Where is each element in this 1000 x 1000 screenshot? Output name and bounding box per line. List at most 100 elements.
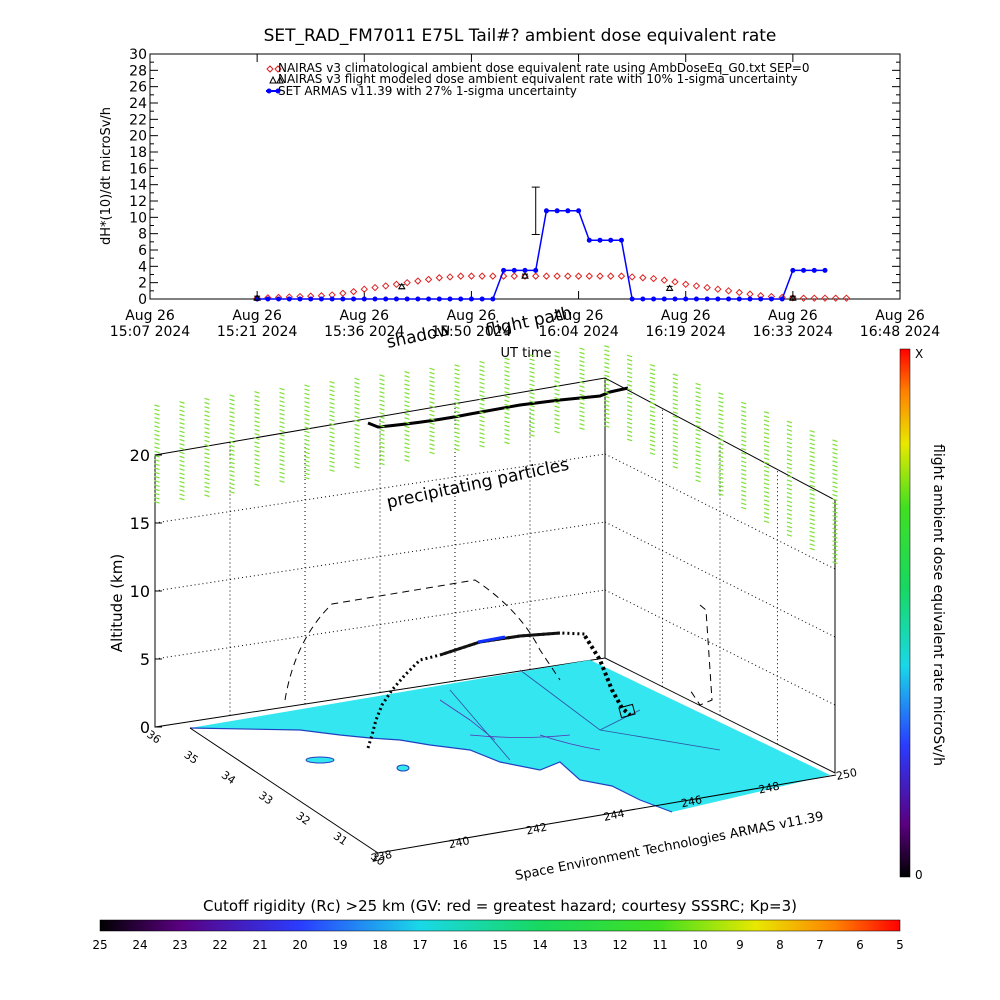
armas-point xyxy=(768,296,774,302)
x-tick-label: Aug 26 xyxy=(232,308,282,324)
climatological-point xyxy=(692,282,701,290)
map-contour xyxy=(439,699,601,751)
latitude-tick-label: 32 xyxy=(294,809,313,828)
rc-tick-label: 17 xyxy=(412,938,427,952)
latitude-axis-line xyxy=(189,727,379,854)
particle-column xyxy=(354,377,360,469)
particle-column xyxy=(672,373,678,469)
rc-tick-label: 7 xyxy=(816,938,824,952)
legend-armas-marker xyxy=(266,88,272,94)
armas-point xyxy=(704,296,710,302)
armas-point xyxy=(383,296,389,302)
legend-climatological-label: NAIRAS v3 climatological ambient dose eq… xyxy=(278,61,810,75)
armas-point xyxy=(404,296,410,302)
climatological-point xyxy=(339,289,347,297)
x-tick-label: 16:19 2024 xyxy=(645,324,726,340)
armas-point xyxy=(779,296,785,302)
armas-point xyxy=(286,296,292,302)
climatological-point xyxy=(628,273,636,281)
y-tick-label: 28 xyxy=(129,63,147,79)
climatological-point xyxy=(489,272,497,280)
armas-point xyxy=(533,267,539,273)
climatological-point xyxy=(617,272,626,280)
armas-point xyxy=(511,267,517,273)
rc-tick-label: 25 xyxy=(92,938,107,952)
x-tick-label: 15:07 2024 xyxy=(110,324,191,340)
x-tick-label: Aug 26 xyxy=(661,308,711,324)
armas-point xyxy=(693,296,699,302)
climatological-point xyxy=(446,273,454,281)
rc-tick-label: 5 xyxy=(896,938,904,952)
legend-climatological-marker xyxy=(266,65,282,73)
series-layer xyxy=(253,186,851,302)
armas-point xyxy=(790,267,796,273)
climatological-point xyxy=(382,282,390,290)
particle-column xyxy=(329,380,335,472)
armas-point xyxy=(715,296,721,302)
y-axis-label: dH*(10)/dt microSv/h xyxy=(99,107,114,245)
altitude-ticks: 0 5 10 15 20 xyxy=(130,446,162,737)
dose-colorbar-top-label: X xyxy=(915,347,923,361)
longitude-axis-line xyxy=(377,774,837,854)
x-tick-label: 16:04 2024 xyxy=(538,324,619,340)
y-tick-label: 4 xyxy=(138,259,147,275)
armas-point xyxy=(554,208,560,214)
climatological-point xyxy=(703,283,711,292)
credit-label: Space Environment Technologies ARMAS v11… xyxy=(514,809,825,884)
y-tick-label: 22 xyxy=(129,112,147,128)
armas-point xyxy=(597,237,603,243)
y-tick-label: 14 xyxy=(129,178,147,194)
legend: NAIRAS v3 climatological ambient dose eq… xyxy=(266,61,810,98)
armas-point xyxy=(683,296,689,302)
armas-point xyxy=(672,296,678,302)
climatological-point xyxy=(564,272,572,280)
climatological-point xyxy=(510,272,518,280)
particle-column xyxy=(832,439,838,564)
climatological-point xyxy=(714,285,722,293)
particle-column xyxy=(554,350,560,434)
x-tick-label: 16:33 2024 xyxy=(753,324,834,340)
x-tick-label: Aug 26 xyxy=(339,308,389,324)
dose-colorbar xyxy=(899,348,911,878)
longitude-tick-label: 250 xyxy=(835,766,858,783)
latitude-tick-label: 33 xyxy=(256,789,275,808)
climatological-point xyxy=(810,294,818,302)
y-tick-label: 26 xyxy=(129,80,147,96)
rc-tick-label: 13 xyxy=(572,938,587,952)
armas-point xyxy=(447,296,453,302)
armas-point xyxy=(297,296,303,302)
particle-column xyxy=(404,370,410,462)
climatological-point xyxy=(821,294,829,302)
climatological-point xyxy=(585,272,593,280)
climatological-point xyxy=(371,283,379,292)
flight-path-high-dose xyxy=(477,635,506,644)
climatological-point xyxy=(842,294,851,302)
armas-point xyxy=(811,267,817,273)
climatological-point xyxy=(799,294,808,302)
particle-column xyxy=(204,397,210,498)
armas-point xyxy=(501,267,507,273)
particle-column xyxy=(504,357,510,445)
legend-armas-marker xyxy=(275,88,281,94)
x-tick-label: 15:21 2024 xyxy=(217,324,298,340)
x-tick-label: 16:48 2024 xyxy=(860,324,941,340)
climatological-point xyxy=(832,294,840,302)
flight-shadow xyxy=(284,579,713,706)
altitude-tick-label: 10 xyxy=(130,582,150,601)
rc-tick-label: 19 xyxy=(332,938,347,952)
x-axis-label: UT time xyxy=(501,346,552,361)
climatological-point xyxy=(607,272,615,280)
armas-point xyxy=(651,296,657,302)
altitude-tick-label: 20 xyxy=(130,446,150,465)
climatological-point xyxy=(403,278,411,287)
altitude-tick-label: 0 xyxy=(140,718,150,737)
climatological-point xyxy=(457,272,465,280)
y-tick-label: 10 xyxy=(129,210,147,226)
armas-point xyxy=(736,296,742,302)
climatological-point xyxy=(360,285,368,293)
precipitating-particles xyxy=(154,345,838,564)
armas-point xyxy=(329,296,335,302)
